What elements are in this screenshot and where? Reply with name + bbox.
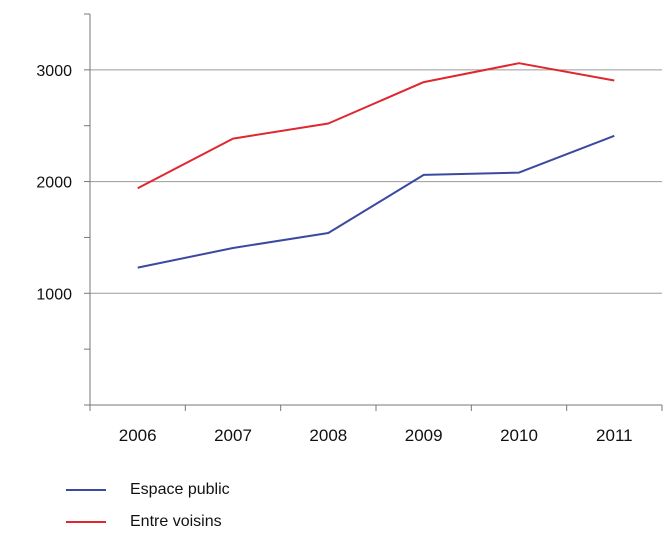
series-line-entre-voisins <box>137 62 615 190</box>
x-tick-label-2011: 2011 <box>596 426 633 445</box>
legend-swatch-espace-public <box>66 489 106 491</box>
x-tick-label-2008: 2008 <box>309 426 347 445</box>
series-line-espace-public <box>137 134 615 269</box>
series-lines <box>137 62 615 269</box>
axes <box>84 13 663 411</box>
y-tick-label-2000: 2000 <box>36 175 72 192</box>
line-chart: 1000 2000 3000 2006 2007 2008 2009 2010 2011 <box>36 13 663 445</box>
x-tick-label-2010: 2010 <box>500 426 538 445</box>
legend-label-entre-voisins: Entre voisins <box>130 513 222 530</box>
tick-labels: 1000 2000 3000 2006 2007 2008 2009 2010 2011 <box>36 63 632 445</box>
y-tick-label-1000: 1000 <box>36 286 72 303</box>
gridlines <box>90 69 662 294</box>
legend-item-espace-public: Espace public <box>66 480 466 500</box>
x-tick-label-2006: 2006 <box>119 426 157 445</box>
legend: Espace public Entre voisins <box>66 480 466 544</box>
legend-swatch-entre-voisins <box>66 521 106 523</box>
x-tick-label-2009: 2009 <box>405 426 443 445</box>
legend-item-entre-voisins: Entre voisins <box>66 512 466 532</box>
legend-label-espace-public: Espace public <box>130 481 230 498</box>
y-tick-label-3000: 3000 <box>36 63 72 80</box>
x-tick-label-2007: 2007 <box>214 426 252 445</box>
